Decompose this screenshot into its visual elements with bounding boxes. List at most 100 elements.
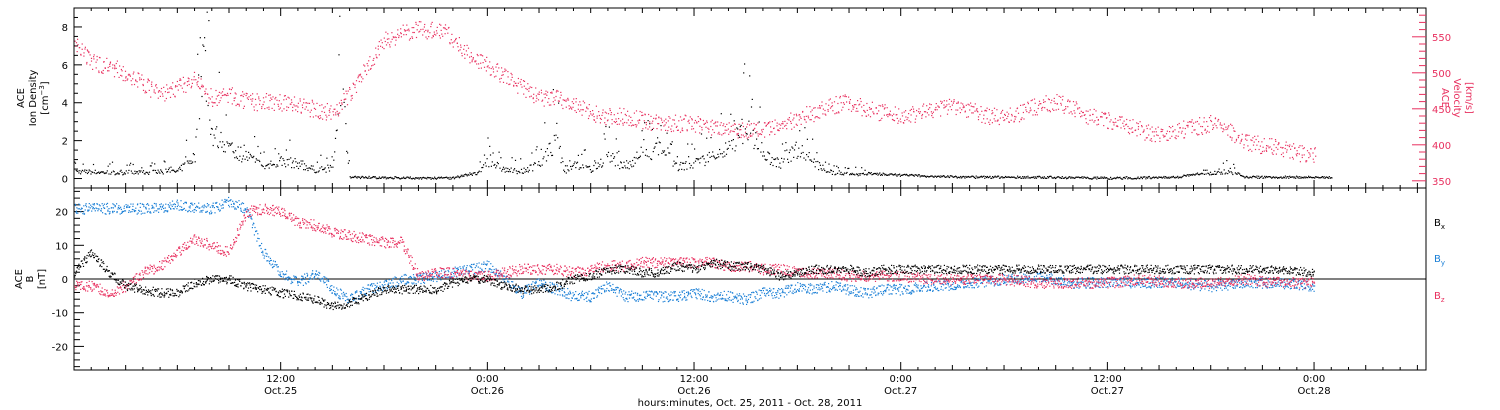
velocity-point [555, 95, 557, 98]
by-point [604, 291, 606, 293]
by-point [219, 203, 221, 205]
by-point [112, 212, 114, 214]
by-point [660, 291, 663, 293]
density-point [803, 157, 805, 159]
density-point [471, 174, 473, 176]
velocity-point [229, 92, 232, 95]
density-point [1068, 176, 1070, 178]
velocity-point [1244, 138, 1247, 140]
by-point [246, 207, 248, 209]
density-point [112, 170, 114, 172]
velocity-point [977, 119, 980, 121]
density-point [706, 154, 709, 156]
density-point [1087, 177, 1089, 179]
velocity-point [442, 27, 445, 29]
velocity-point [1222, 128, 1224, 130]
by-point [281, 271, 283, 273]
density-point [422, 176, 424, 178]
density-point [363, 177, 365, 179]
density-point [915, 174, 917, 176]
by-point [221, 207, 223, 209]
density-point [1041, 176, 1044, 178]
by-point [499, 273, 501, 275]
velocity-point [496, 70, 498, 72]
velocity-point [777, 129, 779, 131]
velocity-point [191, 82, 193, 84]
velocity-point [286, 109, 288, 111]
velocity-point [326, 103, 328, 105]
velocity-point [101, 71, 103, 73]
by-point [433, 276, 435, 278]
velocity-point [1112, 121, 1114, 123]
by-point [114, 205, 116, 207]
by-point [211, 212, 213, 214]
velocity-point [214, 102, 216, 104]
density-point [674, 163, 676, 165]
velocity-point [426, 38, 428, 40]
density-point [787, 158, 789, 160]
density-point [542, 158, 544, 160]
velocity-point [422, 34, 424, 36]
velocity-point [685, 115, 687, 117]
velocity-point [949, 106, 951, 108]
density-point [389, 177, 391, 179]
density-point [570, 168, 573, 170]
density-point [1179, 176, 1181, 178]
velocity-point [652, 127, 655, 129]
by-point [561, 289, 563, 291]
density-point [1021, 177, 1023, 179]
velocity-point [80, 53, 82, 55]
velocity-point [1240, 140, 1242, 142]
velocity-point [415, 36, 418, 39]
velocity-point [1306, 150, 1309, 152]
velocity-point [840, 102, 842, 104]
velocity-point [1271, 138, 1273, 140]
velocity-point [993, 107, 996, 109]
velocity-point [1266, 150, 1268, 152]
by-point [709, 300, 711, 302]
by-point [591, 292, 593, 295]
velocity-point [724, 129, 726, 131]
by-point [645, 292, 647, 294]
velocity-point [991, 110, 993, 112]
velocity-point [828, 99, 830, 101]
density-point [294, 158, 296, 160]
velocity-point [1223, 129, 1225, 131]
velocity-point [1139, 133, 1141, 136]
velocity-point [1139, 121, 1141, 123]
velocity-point [929, 103, 931, 105]
density-point [142, 170, 145, 172]
density-point [261, 165, 263, 167]
velocity-point [107, 70, 109, 72]
density-point [564, 171, 566, 173]
velocity-point [525, 96, 527, 98]
density-point [945, 176, 947, 178]
density-point [177, 170, 179, 172]
density-point [973, 176, 976, 179]
density-point [1026, 177, 1028, 179]
by-point [141, 203, 143, 205]
density-point [1279, 176, 1281, 178]
density-point [192, 161, 194, 163]
velocity-point [251, 100, 253, 102]
density-point [1325, 176, 1327, 178]
velocity-point [387, 33, 389, 35]
density-point [936, 176, 938, 178]
velocity-point [1312, 152, 1314, 154]
velocity-point [844, 94, 846, 96]
by-point [732, 301, 734, 303]
density-point [231, 142, 233, 144]
velocity-point [397, 29, 399, 31]
velocity-point [471, 59, 473, 61]
velocity-point [1113, 124, 1115, 126]
ion-density-axis-label-1: ACE [16, 88, 27, 108]
density-point [1184, 174, 1186, 176]
density-point [367, 177, 369, 179]
velocity-point [535, 95, 537, 97]
velocity-point [1265, 147, 1267, 149]
velocity-point [1146, 127, 1148, 130]
density-point [960, 175, 962, 178]
velocity-point [571, 108, 573, 110]
by-point [479, 267, 481, 269]
by-point [673, 292, 676, 294]
